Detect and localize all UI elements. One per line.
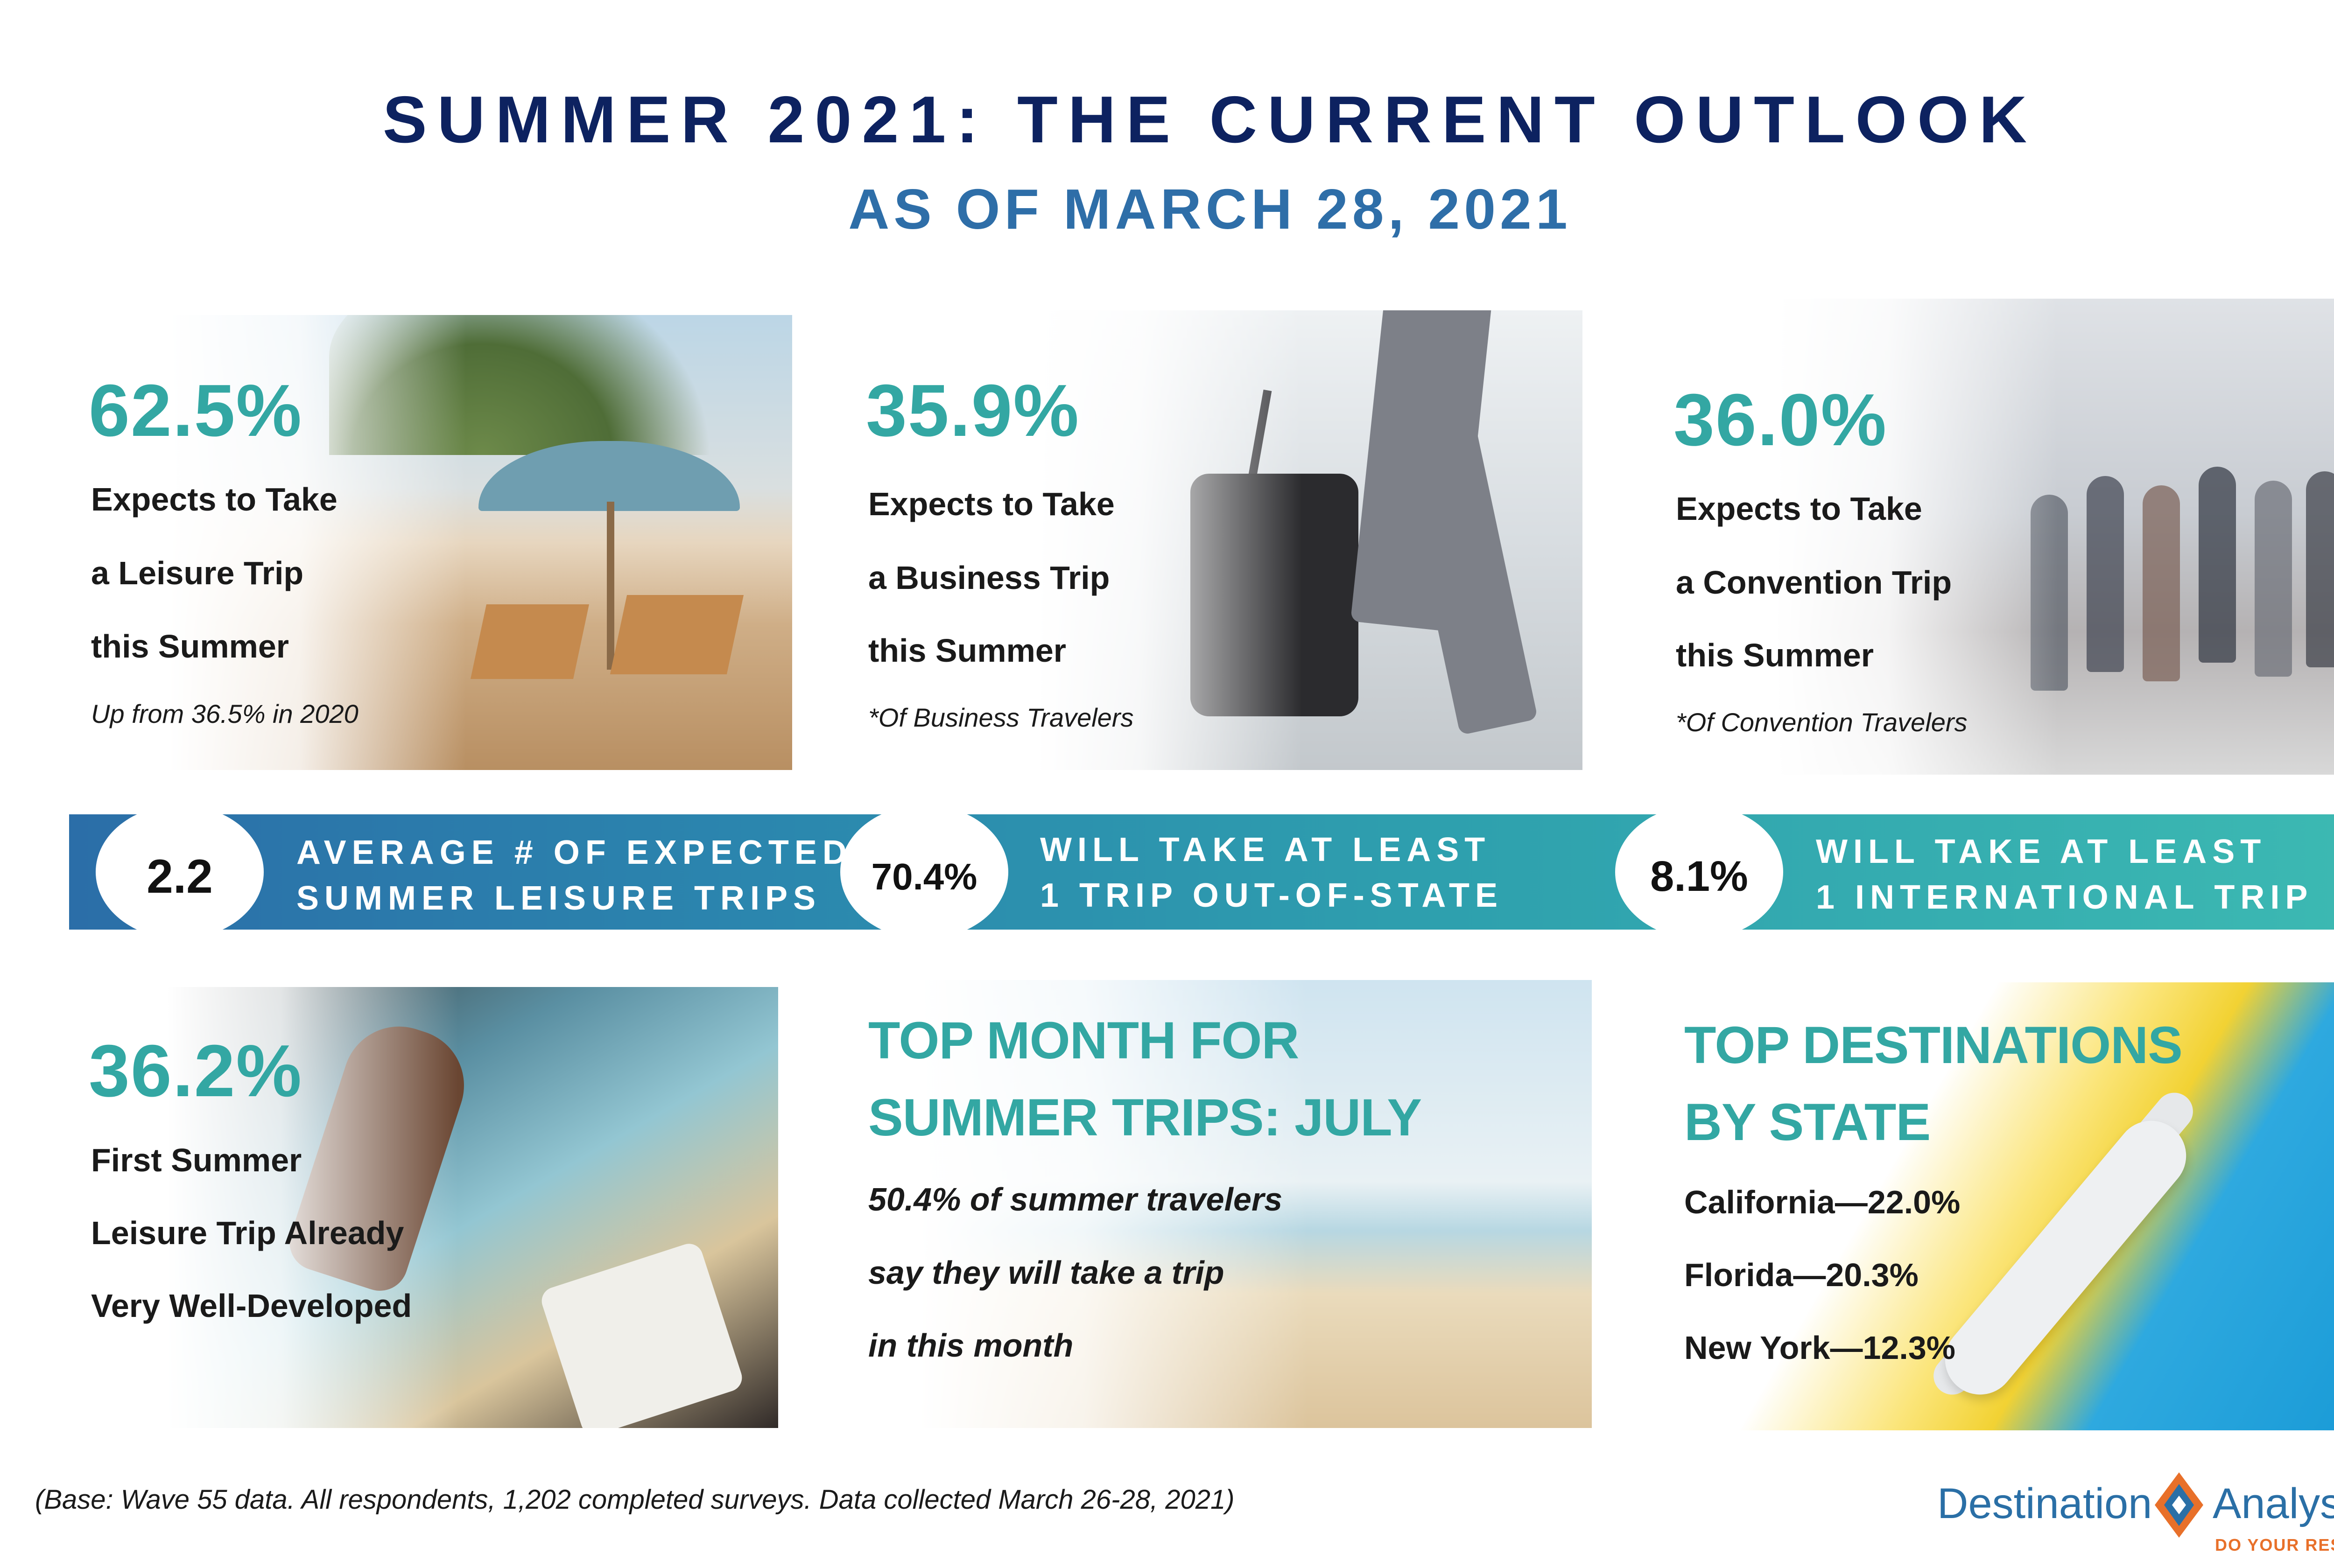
convention-line-3: this Summer [1676, 637, 1874, 673]
destination-item: California—22.0% [1684, 1184, 1961, 1220]
logo-text-analysts: Analysts [2213, 1480, 2334, 1527]
out-of-state-value: 70.4% [871, 856, 977, 897]
international-value: 8.1% [1650, 853, 1748, 900]
destinations-headline-1: TOP DESTINATIONS [1684, 1016, 2183, 1074]
international-label: WILL TAKE AT LEAST 1 INTERNATIONAL TRIP [1816, 829, 2313, 920]
business-line-3: this Summer [868, 632, 1066, 669]
out-of-state-label-line-1: WILL TAKE AT LEAST [1040, 831, 1491, 868]
destination-item: New York—12.3% [1684, 1330, 1956, 1366]
convention-line-1: Expects to Take [1676, 490, 1922, 527]
avg-trips-label-line-2: SUMMER LEISURE TRIPS [296, 880, 822, 917]
leisure-line-1: Expects to Take [91, 481, 337, 518]
page-subtitle: AS OF MARCH 28, 2021 [848, 177, 1572, 241]
first-trip-percent: 36.2% [89, 1030, 303, 1112]
beach-umbrella-photo [68, 315, 792, 770]
convention-note: *Of Convention Travelers [1676, 707, 1968, 737]
map-planning-photo [68, 987, 778, 1428]
logo-text-destination: Destination [1937, 1480, 2152, 1527]
first-trip-line-2: Leisure Trip Already [91, 1215, 404, 1251]
logo-tagline: DO YOUR RESEARCH [2215, 1535, 2334, 1554]
page-title: SUMMER 2021: THE CURRENT OUTLOOK [382, 83, 2038, 157]
out-of-state-label-line-2: 1 TRIP OUT-OF-STATE [1040, 877, 1504, 914]
top-month-headline-2: SUMMER TRIPS: JULY [868, 1088, 1422, 1147]
business-line-1: Expects to Take [868, 486, 1115, 522]
avg-trips-label-line-1: AVERAGE # OF EXPECTED [296, 834, 852, 871]
avg-trips-label: AVERAGE # OF EXPECTED SUMMER LEISURE TRI… [296, 830, 852, 921]
business-trip-percent: 35.9% [866, 370, 1080, 452]
convention-line-2: a Convention Trip [1676, 564, 1952, 601]
logo-diamond-icon [2155, 1472, 2203, 1538]
business-line-2: a Business Trip [868, 560, 1110, 596]
leisure-note: Up from 36.5% in 2020 [91, 699, 359, 728]
stat-circle-2 [840, 805, 1008, 939]
destinations-headline-2: BY STATE [1684, 1093, 1931, 1151]
top-month-headline-1: TOP MONTH FOR [868, 1011, 1299, 1070]
business-note: *Of Business Travelers [868, 703, 1134, 732]
top-month-line-3: in this month [868, 1327, 1074, 1364]
stat-circle-1 [96, 805, 264, 939]
sandy-beach-photo [845, 980, 1592, 1428]
top-month-line-1: 50.4% of summer travelers [868, 1181, 1283, 1218]
convention-crowd-photo [1648, 299, 2334, 775]
international-label-line-1: WILL TAKE AT LEAST [1816, 833, 2267, 870]
business-traveler-photo [845, 310, 1582, 770]
destination-item: Florida—20.3% [1684, 1257, 1919, 1293]
avg-trips-value: 2.2 [147, 850, 213, 903]
first-trip-line-1: First Summer [91, 1142, 302, 1178]
leisure-trip-percent: 62.5% [89, 370, 303, 452]
top-month-line-2: say they will take a trip [868, 1254, 1224, 1291]
leisure-line-3: this Summer [91, 628, 289, 665]
first-trip-line-3: Very Well-Developed [91, 1288, 412, 1324]
international-label-line-2: 1 INTERNATIONAL TRIP [1816, 879, 2313, 916]
base-footnote: (Base: Wave 55 data. All respondents, 1,… [35, 1484, 1235, 1515]
stats-banner [69, 814, 2334, 930]
convention-trip-percent: 36.0% [1673, 379, 1888, 461]
out-of-state-label: WILL TAKE AT LEAST 1 TRIP OUT-OF-STATE [1040, 827, 1503, 918]
stat-circle-3 [1615, 805, 1783, 939]
leisure-line-2: a Leisure Trip [91, 555, 304, 591]
airplane-photo [1648, 982, 2334, 1430]
